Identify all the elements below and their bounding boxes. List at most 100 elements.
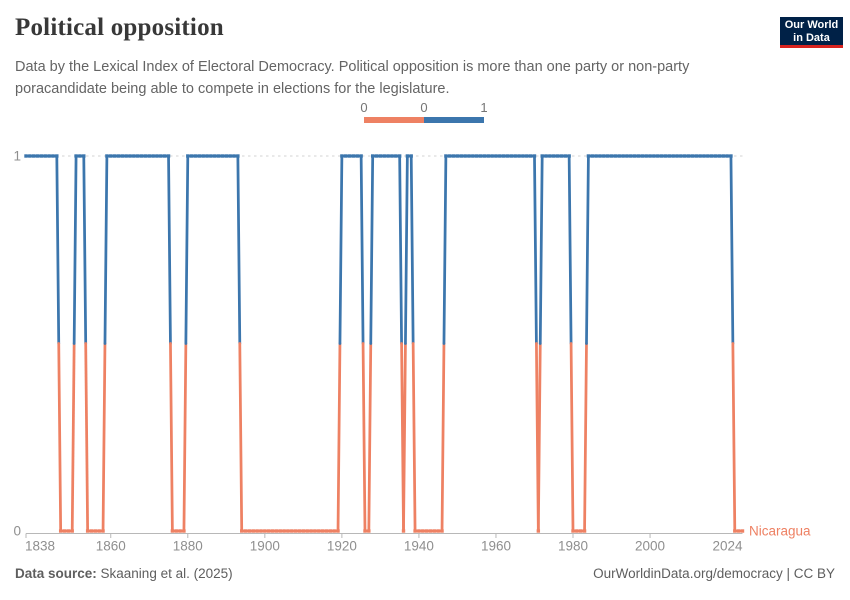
series-point-marker: [740, 529, 745, 533]
series-point-marker: [686, 154, 691, 158]
series-point-marker: [444, 154, 448, 158]
series-point-marker: [340, 154, 344, 158]
series-point-marker: [213, 154, 217, 158]
series-connector: [567, 154, 573, 345]
series-point-marker: [478, 154, 483, 158]
series-point-marker: [24, 154, 28, 158]
series-point-marker: [555, 154, 560, 158]
series-point-marker: [702, 154, 706, 158]
entity-label[interactable]: Nicaragua: [749, 524, 811, 539]
series-connector: [70, 342, 76, 533]
series-point-marker: [189, 154, 194, 158]
series-point-marker: [725, 154, 729, 158]
series-point-marker: [62, 529, 67, 533]
series-point-marker: [594, 154, 598, 158]
series-connector: [409, 154, 415, 345]
owid-license-link[interactable]: OurWorldinData.org/democracy | CC BY: [593, 566, 835, 581]
series-point-marker: [571, 529, 575, 533]
series-point-marker: [197, 154, 202, 158]
page-title: Political opposition: [15, 14, 224, 41]
series-connector: [101, 342, 107, 533]
series-point-marker: [178, 529, 182, 533]
series-point-marker: [374, 154, 379, 158]
series-point-marker: [305, 529, 309, 533]
series-connector: [359, 154, 365, 345]
series-point-marker: [698, 154, 702, 158]
series-point-marker: [32, 154, 36, 158]
series-point-marker: [66, 529, 71, 533]
series-connector: [536, 342, 542, 533]
series-connector: [411, 342, 417, 533]
legend-tick-zero-end: 0: [420, 100, 428, 115]
series-point-marker: [648, 154, 652, 158]
series-point-marker: [517, 154, 521, 158]
series-point-marker: [471, 154, 475, 158]
series-point-marker: [733, 529, 737, 533]
series-point-marker: [112, 154, 117, 158]
series-point-marker: [405, 154, 410, 158]
series-point-marker: [378, 154, 383, 158]
series-connector: [82, 154, 88, 345]
data-source-note: Data source: Skaaning et al. (2025): [15, 566, 233, 581]
series-point-marker: [540, 154, 544, 158]
series-point-marker: [482, 154, 487, 158]
owid-logo-line-1: Our World: [784, 19, 839, 31]
series-point-marker: [609, 154, 614, 158]
series-connector: [361, 342, 367, 533]
series-point-marker: [109, 154, 113, 158]
series-point-marker: [544, 154, 548, 158]
series-point-marker: [128, 154, 132, 158]
series-connector: [533, 154, 538, 345]
series-point-marker: [467, 154, 471, 158]
series-point-marker: [47, 154, 51, 158]
series-point-marker: [35, 154, 40, 158]
x-axis-label: 1838: [25, 539, 55, 554]
series-point-marker: [656, 154, 660, 158]
series-connector: [84, 342, 90, 533]
series-point-marker: [579, 529, 583, 533]
series-point-marker: [451, 154, 456, 158]
series-point-marker: [713, 154, 718, 158]
series-point-marker: [58, 529, 63, 533]
series-point-marker: [432, 529, 437, 533]
series-point-marker: [290, 529, 294, 533]
series-connector: [103, 154, 109, 345]
series-connector: [184, 154, 190, 345]
series-point-marker: [324, 529, 329, 533]
series-point-marker: [486, 154, 490, 158]
series-connector: [398, 154, 403, 345]
series-point-marker: [625, 154, 629, 158]
series-point-marker: [370, 154, 375, 158]
series-point-marker: [251, 529, 255, 533]
series-point-marker: [162, 154, 167, 158]
series-connector: [182, 342, 188, 533]
series-point-marker: [147, 154, 151, 158]
series-point-marker: [151, 154, 155, 158]
series-point-marker: [263, 529, 267, 533]
series-point-marker: [521, 154, 525, 158]
series-point-marker: [709, 154, 714, 158]
legend-bar-value-1[interactable]: [424, 117, 485, 123]
series-point-marker: [448, 154, 452, 158]
series-point-marker: [116, 154, 121, 158]
series-point-marker: [313, 529, 317, 533]
data-source-text: Skaaning et al. (2025): [96, 566, 233, 581]
series-point-marker: [278, 529, 282, 533]
series-point-marker: [563, 154, 568, 158]
owid-logo[interactable]: Our World in Data: [780, 17, 843, 48]
series-point-marker: [463, 154, 467, 158]
series-point-marker: [78, 154, 82, 158]
series-point-marker: [216, 154, 221, 158]
series-point-marker: [459, 154, 463, 158]
legend-bar-value-0[interactable]: [364, 117, 424, 123]
series-point-marker: [386, 154, 390, 158]
series-point-marker: [679, 154, 683, 158]
series-point-marker: [575, 529, 579, 533]
series-point-marker: [494, 154, 498, 158]
series-connector: [440, 342, 446, 533]
chart-canvas[interactable]: 1838 1860 1880 1900 1920 1940 1960 1980 2000 2024…: [0, 140, 850, 565]
series-connector: [585, 154, 590, 345]
series-point-marker: [228, 154, 232, 158]
series-point-marker: [105, 154, 109, 158]
